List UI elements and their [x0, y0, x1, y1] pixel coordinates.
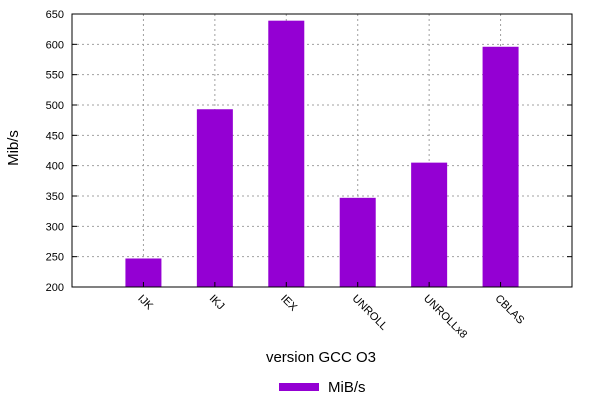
y-tick-label: 650	[46, 9, 64, 21]
bar-ikj	[196, 109, 233, 287]
y-tick-label: 400	[46, 161, 64, 173]
bar-unrollx8	[411, 162, 448, 287]
x-tick-label-ijk: IJK	[135, 293, 155, 313]
bar-unroll	[339, 197, 376, 287]
x-tick-label-ikj: IKJ	[207, 293, 227, 313]
y-axis-title: Mib/s	[5, 130, 22, 166]
legend-label: MiB/s	[328, 379, 366, 396]
legend: MiB/s	[279, 379, 366, 396]
y-tick-label: 200	[46, 282, 64, 294]
x-tick-label-iex: IEX	[278, 293, 299, 314]
plot-frame	[71, 13, 573, 288]
x-axis-ticks: IJK IKJ IEX UNROLL UNROLLx8 CBLAS	[135, 282, 526, 341]
y-tick-label: 600	[46, 39, 64, 51]
x-tick-label-cblas: CBLAS	[492, 293, 526, 327]
y-tick-label: 300	[46, 221, 64, 233]
legend-swatch	[279, 383, 319, 391]
bar-cblas	[482, 46, 519, 288]
y-tick-label: 550	[46, 70, 64, 82]
x-axis-title: version GCC O3	[266, 349, 376, 366]
y-tick-label: 350	[46, 191, 64, 203]
x-tick-label-unroll: UNROLL	[350, 293, 390, 333]
y-tick-label: 250	[46, 252, 64, 264]
bars	[125, 20, 519, 288]
x-tick-label-unrollx8: UNROLLx8	[421, 293, 469, 341]
bar-iex	[268, 20, 305, 287]
y-tick-label: 450	[46, 130, 64, 142]
y-axis-ticks: 200 250 300 350 400 450 500 550 600 650	[46, 9, 572, 294]
y-tick-label: 500	[46, 100, 64, 112]
